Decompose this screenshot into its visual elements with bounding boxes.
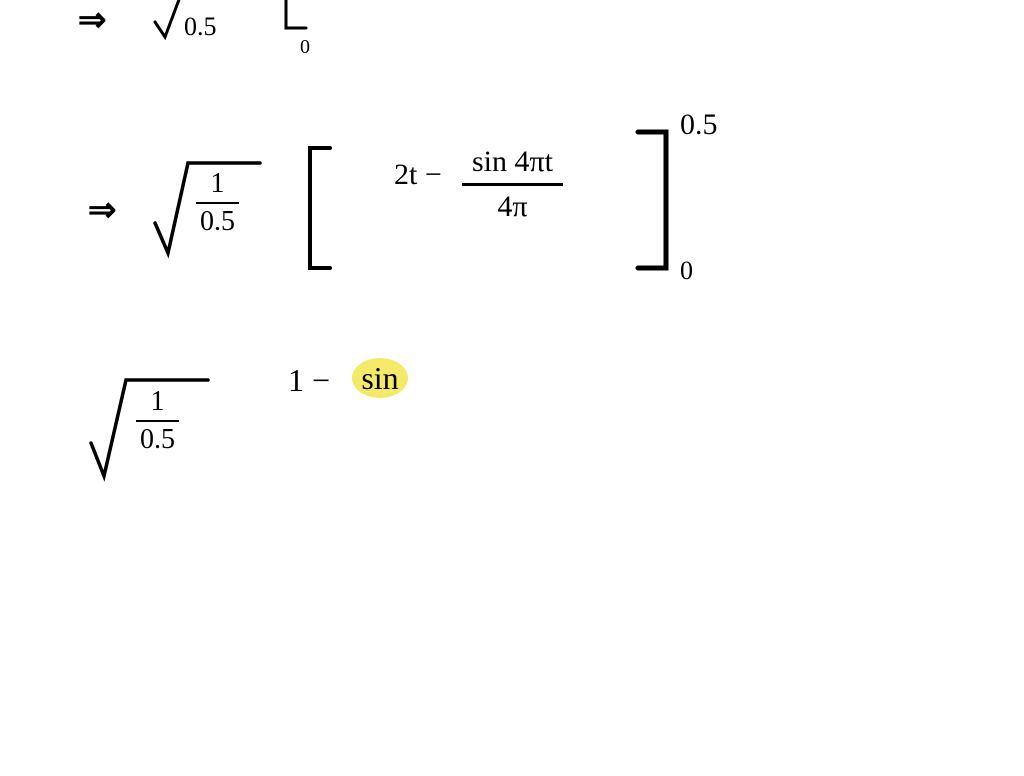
sqrt-2-frac: 1 0.5 xyxy=(136,386,179,456)
sqrt-1-num: 1 xyxy=(196,168,239,204)
row2-highlight-wrap: sin xyxy=(352,358,408,398)
sqrt-1-frac: 1 0.5 xyxy=(196,168,239,238)
expr-frac-num: sin 4πt xyxy=(462,145,563,186)
sqrt-0-inner: 0.5 xyxy=(184,12,217,42)
sqrt-1-den: 0.5 xyxy=(196,204,239,238)
bracket-frag-0 xyxy=(278,0,318,40)
open-bracket-1 xyxy=(300,140,340,280)
sqrt-2-den: 0.5 xyxy=(136,422,179,456)
sqrt-2-num: 1 xyxy=(136,386,179,422)
limit-upper-1: 0.5 xyxy=(680,108,718,142)
bracket-frag-0-lower: 0 xyxy=(300,36,310,59)
expr-top-left: 2t − xyxy=(394,158,442,192)
row2-left: 1 − xyxy=(288,362,330,399)
arrow-1: ⇒ xyxy=(88,190,117,230)
expr-frac-den: 4π xyxy=(462,186,563,224)
row2-sin: sin xyxy=(361,360,398,396)
whiteboard-canvas: ⇒ 0.5 0 ⇒ 1 0.5 2t − sin 4πt 4π 0.5 0 xyxy=(0,0,1024,776)
arrow-0: ⇒ xyxy=(78,0,107,40)
close-bracket-1 xyxy=(630,120,680,280)
expr-frac: sin 4πt 4π xyxy=(462,145,563,224)
limit-lower-1: 0 xyxy=(680,256,693,286)
